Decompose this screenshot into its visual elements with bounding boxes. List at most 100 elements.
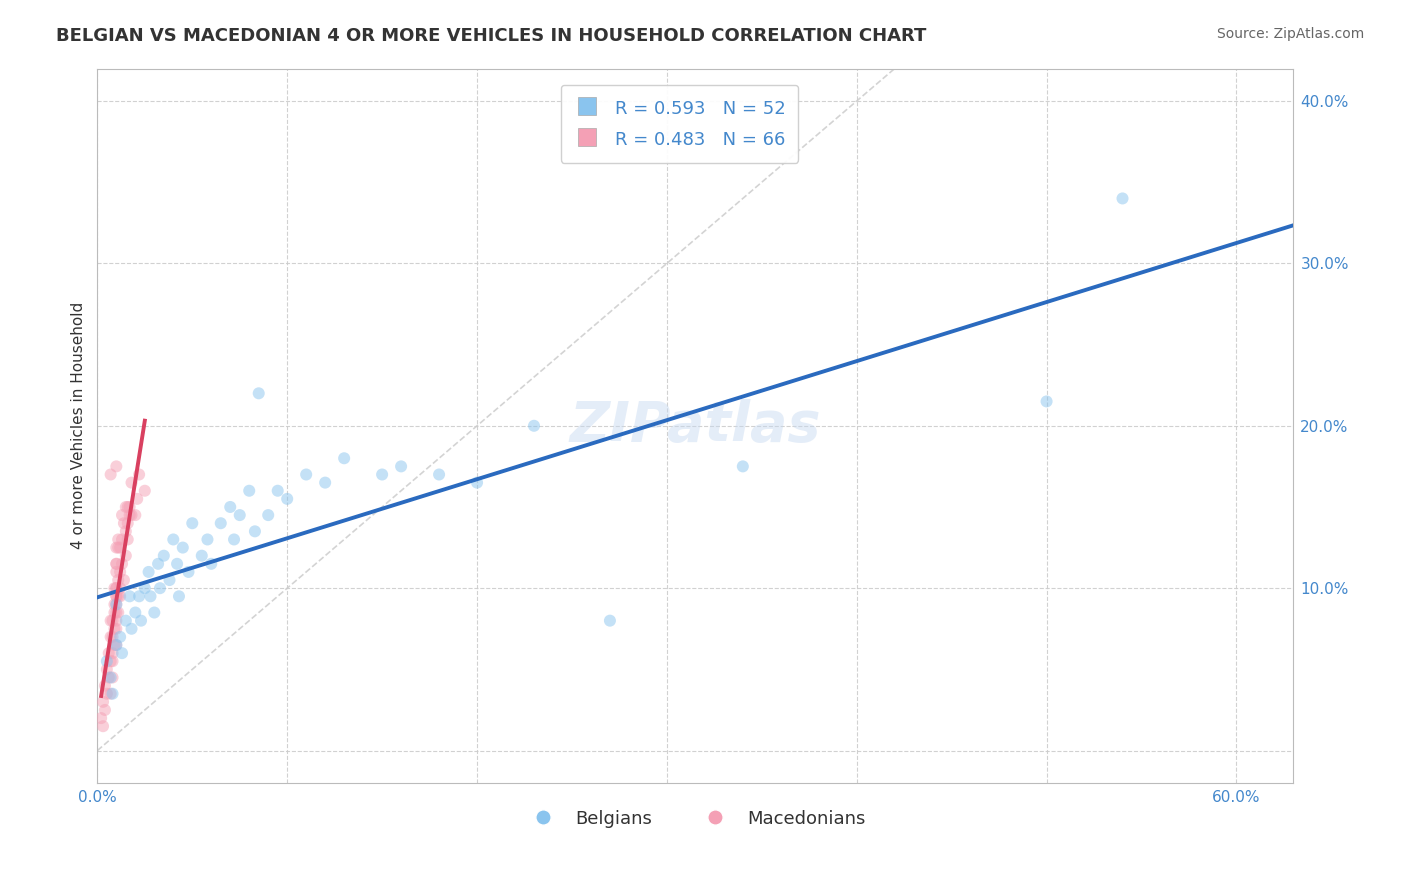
- Point: [111, 557, 134, 571]
- Point: [143, 606, 166, 620]
- Point: [229, 508, 252, 522]
- Point: [105, 638, 128, 652]
- Point: [105, 598, 128, 612]
- Point: [100, 614, 122, 628]
- Point: [101, 687, 124, 701]
- Point: [101, 630, 124, 644]
- Point: [129, 614, 152, 628]
- Point: [128, 467, 150, 482]
- Point: [599, 614, 621, 628]
- Point: [105, 565, 128, 579]
- Point: [389, 459, 412, 474]
- Point: [100, 671, 122, 685]
- Point: [114, 500, 136, 514]
- Point: [91, 695, 114, 709]
- Point: [152, 549, 174, 563]
- Text: Source: ZipAtlas.com: Source: ZipAtlas.com: [1216, 27, 1364, 41]
- Point: [181, 516, 204, 531]
- Point: [238, 483, 260, 498]
- Point: [96, 662, 118, 676]
- Point: [117, 533, 139, 547]
- Point: [118, 508, 141, 522]
- Point: [91, 719, 114, 733]
- Point: [149, 581, 172, 595]
- Point: [333, 451, 356, 466]
- Point: [108, 565, 131, 579]
- Point: [107, 589, 129, 603]
- Point: [101, 654, 124, 668]
- Point: [100, 467, 122, 482]
- Point: [159, 573, 181, 587]
- Point: [105, 606, 128, 620]
- Point: [197, 533, 219, 547]
- Point: [167, 589, 190, 603]
- Point: [121, 508, 143, 522]
- Point: [128, 589, 150, 603]
- Point: [103, 606, 125, 620]
- Point: [209, 516, 232, 531]
- Point: [257, 508, 280, 522]
- Point: [267, 483, 290, 498]
- Point: [105, 589, 128, 603]
- Point: [146, 557, 169, 571]
- Point: [103, 581, 125, 595]
- Point: [1035, 394, 1057, 409]
- Point: [90, 711, 112, 725]
- Point: [111, 533, 134, 547]
- Point: [134, 581, 156, 595]
- Point: [371, 467, 394, 482]
- Point: [105, 638, 128, 652]
- Point: [166, 557, 188, 571]
- Point: [107, 533, 129, 547]
- Point: [105, 614, 128, 628]
- Point: [112, 573, 135, 587]
- Point: [162, 533, 184, 547]
- Point: [108, 581, 131, 595]
- Point: [731, 459, 754, 474]
- Point: [124, 508, 146, 522]
- Point: [100, 687, 122, 701]
- Point: [523, 418, 546, 433]
- Point: [96, 687, 118, 701]
- Point: [111, 646, 134, 660]
- Point: [112, 516, 135, 531]
- Point: [127, 491, 149, 506]
- Point: [114, 614, 136, 628]
- Point: [107, 541, 129, 555]
- Point: [107, 606, 129, 620]
- Point: [172, 541, 194, 555]
- Point: [101, 671, 124, 685]
- Point: [105, 581, 128, 595]
- Point: [105, 589, 128, 603]
- Point: [114, 549, 136, 563]
- Point: [111, 508, 134, 522]
- Point: [114, 524, 136, 539]
- Point: [101, 614, 124, 628]
- Point: [276, 491, 298, 506]
- Point: [108, 630, 131, 644]
- Point: [247, 386, 270, 401]
- Point: [105, 622, 128, 636]
- Point: [124, 606, 146, 620]
- Point: [108, 589, 131, 603]
- Point: [117, 500, 139, 514]
- Point: [103, 598, 125, 612]
- Text: ZIPatlas: ZIPatlas: [569, 399, 821, 453]
- Point: [117, 516, 139, 531]
- Point: [101, 646, 124, 660]
- Point: [105, 541, 128, 555]
- Point: [222, 533, 245, 547]
- Legend: Belgians, Macedonians: Belgians, Macedonians: [517, 802, 873, 835]
- Point: [100, 654, 122, 668]
- Point: [427, 467, 450, 482]
- Point: [200, 557, 222, 571]
- Point: [105, 598, 128, 612]
- Point: [94, 679, 117, 693]
- Point: [1111, 191, 1133, 205]
- Point: [134, 483, 156, 498]
- Point: [243, 524, 266, 539]
- Point: [103, 638, 125, 652]
- Point: [118, 589, 141, 603]
- Point: [118, 500, 141, 514]
- Point: [295, 467, 318, 482]
